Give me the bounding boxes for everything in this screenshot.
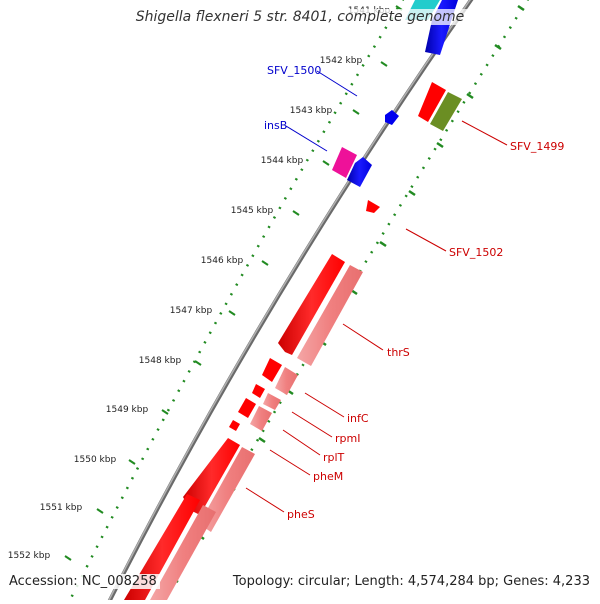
kbp-label: 1550 kbp [74, 455, 117, 465]
gc-tick [258, 436, 266, 444]
connector-rpmI [291, 411, 333, 438]
cds-rplT-red[interactable] [238, 398, 256, 418]
cds-thrS-red[interactable] [278, 254, 345, 355]
gene-label-rplt[interactable]: rplT [323, 451, 345, 464]
kbp-label: 1551 kbp [40, 503, 83, 513]
cds-thrS-pink[interactable] [297, 265, 363, 366]
gc-tick [408, 189, 416, 197]
kbp-label: 1543 kbp [290, 106, 333, 116]
connector-rplT [282, 429, 321, 456]
cds-infC-pink[interactable] [275, 367, 298, 395]
kbp-label: 1552 kbp [8, 551, 51, 561]
kbp-tick [64, 555, 72, 561]
gc-tick [379, 240, 387, 248]
cds-pheT-pink[interactable] [150, 505, 216, 600]
kbp-tick [161, 409, 169, 415]
kbp-tick [261, 260, 269, 266]
gene-label-sfv_1499[interactable]: SFV_1499 [510, 140, 564, 153]
gene-label-thrs[interactable]: thrS [387, 346, 410, 359]
gene-label-infc[interactable]: infC [347, 412, 369, 425]
kbp-tick [96, 508, 104, 514]
cds-sfv1502[interactable] [366, 200, 380, 213]
kbp-tick [194, 360, 202, 366]
kbp-tick [322, 160, 330, 166]
topology-label: Topology: circular; Length: 4,574,284 bp… [229, 574, 593, 589]
cds-blue-small-feature[interactable] [385, 110, 399, 125]
kbp-label: 1542 kbp [320, 56, 363, 66]
cds-pheT-red[interactable] [124, 494, 200, 600]
gc-tick [436, 141, 444, 149]
gene-label-sfv_1500[interactable]: SFV_1500 [267, 64, 321, 77]
connector-infC [304, 392, 345, 418]
kbp-tick [380, 61, 388, 67]
connector-sfv1499 [461, 120, 508, 146]
connector-pheS [245, 487, 285, 513]
cds-sfv1499-red[interactable] [418, 82, 446, 122]
cds-sfv1499-olive[interactable] [430, 92, 462, 131]
connector-insB [285, 125, 328, 152]
connector-sfv1500 [316, 70, 358, 97]
kbp-tick [292, 210, 300, 216]
kbp-label: 1546 kbp [201, 256, 244, 266]
cds-magenta-feature[interactable] [332, 147, 357, 178]
cds-infC-red[interactable] [262, 358, 282, 382]
kbp-label: 1549 kbp [106, 405, 149, 415]
cds-blue-insB-feature[interactable] [347, 157, 372, 187]
cds-rplT-pink[interactable] [250, 406, 272, 431]
kbp-ticks [64, 4, 525, 584]
gene-label-rpmi[interactable]: rpmI [335, 432, 360, 445]
accession-label: Accession: NC_008258 [6, 574, 160, 589]
cds-rpmI-pink[interactable] [263, 393, 281, 410]
gene-label-phes[interactable]: pheS [287, 508, 315, 521]
gc-tick [517, 4, 525, 12]
gene-label-phem[interactable]: pheM [313, 470, 343, 483]
gene-label-sfv_1502[interactable]: SFV_1502 [449, 246, 503, 259]
cds-pheM-red[interactable] [229, 420, 240, 431]
connector-sfv1502 [405, 228, 447, 252]
gene-label-insb[interactable]: insB [264, 119, 287, 132]
connector-pheM [269, 449, 311, 476]
gc-tick [466, 92, 474, 100]
connector-thrS [342, 323, 384, 351]
cds-rpmI-red[interactable] [252, 384, 265, 398]
kbp-label: 1547 kbp [170, 306, 213, 316]
gene-labels: SFV_1500 insB SFV_1499 SFV_1502 thrS infC rpmI… [264, 64, 564, 521]
kbp-tick [128, 459, 136, 465]
gc-tick [494, 43, 502, 51]
kbp-tick [352, 109, 360, 115]
genome-backbone [105, 0, 474, 604]
kbp-label: 1545 kbp [231, 206, 274, 216]
kbp-tick [228, 310, 236, 316]
kbp-label: 1544 kbp [261, 156, 304, 166]
cds-pheS-red[interactable] [183, 438, 240, 515]
map-title: Shigella flexneri 5 str. 8401, complete … [0, 9, 600, 25]
gc-track-inner [66, 0, 405, 604]
kbp-label: 1548 kbp [139, 356, 182, 366]
